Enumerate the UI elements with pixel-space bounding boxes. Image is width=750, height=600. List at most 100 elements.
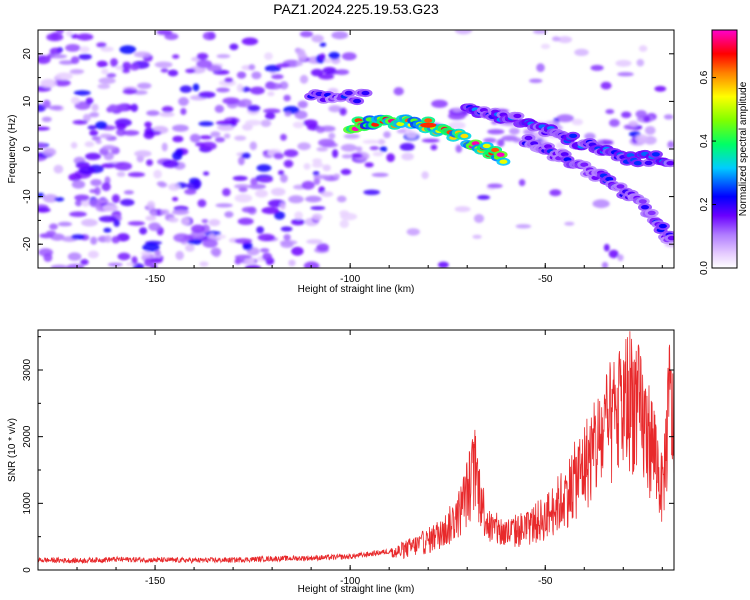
heatmap-cell [106, 73, 117, 78]
heatmap-cell [316, 146, 329, 152]
heatmap-cell [104, 235, 112, 243]
heatmap-cell [297, 142, 311, 151]
heatmap-cell [496, 152, 505, 157]
heatmap-cell [89, 198, 102, 208]
heatmap-cell [42, 99, 51, 109]
heatmap-cell [40, 78, 57, 88]
snr-panel: -150 -100 -50 0 1000 2000 3000 Height of strai… [7, 329, 675, 595]
heatmap-cell [249, 141, 257, 151]
heatmap-cell [341, 154, 353, 159]
heatmap-cell [328, 51, 341, 60]
heatmap-cell [322, 66, 337, 75]
y-tick-label: 3000 [22, 358, 33, 381]
heatmap-cell [168, 183, 181, 191]
heatmap-cell [592, 199, 610, 209]
heatmap-cell [247, 104, 261, 112]
heatmap-cell [50, 264, 68, 268]
snr-line-series [38, 331, 674, 565]
heatmap-cell [199, 135, 213, 140]
heatmap-cell [634, 134, 648, 143]
heatmap-cell [401, 152, 414, 161]
heatmap-cell [328, 105, 342, 113]
heatmap-cell [215, 137, 225, 143]
heatmap-cell [150, 263, 158, 268]
heatmap-cell [116, 128, 126, 137]
heatmap-cell [264, 64, 281, 73]
heatmap-cell [343, 133, 360, 139]
heatmap-cell [647, 210, 656, 216]
heatmap-cell [279, 81, 289, 90]
heatmap-cell [197, 199, 207, 208]
heatmap-cell [603, 243, 610, 252]
heatmap-cell [75, 199, 82, 207]
heatmap-cell [234, 258, 242, 265]
heatmap-cell [199, 261, 209, 267]
heatmap-cell [91, 103, 99, 112]
heatmap-cell [79, 46, 90, 53]
heatmap-cell [70, 96, 80, 105]
heatmap-cell [175, 250, 184, 260]
heatmap-cell [117, 252, 131, 261]
heatmap-cell [628, 120, 639, 128]
heatmap-cell [460, 133, 469, 139]
heatmap-cell [127, 172, 145, 178]
heatmap-cell [278, 170, 285, 176]
heatmap-cell [41, 116, 52, 123]
heatmap-cell [267, 91, 275, 97]
heatmap-cell [131, 256, 138, 265]
heatmap-cell [557, 36, 573, 44]
heatmap-cell [156, 181, 166, 187]
x-tick-label: -150 [145, 274, 165, 285]
heatmap-cell [89, 112, 100, 118]
heatmap-cell [248, 64, 256, 71]
heatmap-cell [291, 246, 304, 256]
heatmap-cell [454, 206, 471, 213]
heatmap-cell [454, 30, 473, 35]
heatmap-cell [316, 126, 325, 134]
heatmap-cell [421, 171, 429, 180]
heatmap-cell [146, 110, 160, 116]
heatmap-cell [641, 205, 649, 210]
heatmap-cell [70, 69, 85, 74]
snr-x-label: Height of straight line (km) [298, 584, 415, 595]
heatmap-cell [319, 42, 327, 47]
heatmap-cell [455, 144, 463, 153]
heatmap-cell [283, 234, 291, 241]
heatmap-cell [108, 104, 117, 112]
heatmap-cell [137, 82, 152, 90]
heatmap-cell [210, 247, 222, 257]
heatmap-cell [364, 162, 374, 168]
heatmap-cell [101, 182, 111, 192]
heatmap-cell [101, 68, 109, 75]
heatmap-cell [241, 37, 259, 46]
heatmap-cell [193, 179, 202, 188]
heatmap-cell [258, 176, 273, 183]
heatmap-cell [350, 153, 363, 159]
heatmap-cell [180, 108, 187, 115]
heatmap-cell [310, 68, 324, 77]
heatmap-cell [70, 142, 78, 149]
heatmap-cell [38, 126, 50, 131]
heatmap-cell [198, 91, 216, 99]
heatmap-cell [280, 174, 288, 183]
heatmap-cell [245, 119, 262, 126]
heatmap-cell [299, 30, 314, 38]
heatmap-cell [115, 123, 127, 130]
heatmap-cell [202, 31, 216, 41]
heatmap-cell [203, 171, 210, 176]
heatmap-cell [38, 142, 47, 149]
heatmap-cell [340, 144, 357, 152]
heatmap-cell [87, 250, 99, 259]
heatmap-cell [134, 150, 152, 158]
heatmap-cell [237, 217, 254, 225]
heatmap-cell [122, 61, 132, 70]
heatmap-cell [222, 97, 240, 105]
spectrogram-noise [38, 30, 674, 268]
heatmap-cell [605, 176, 614, 182]
heatmap-cell [68, 173, 82, 182]
heatmap-cell [297, 100, 308, 109]
heatmap-cell [353, 98, 362, 104]
heatmap-cell [53, 79, 71, 87]
heatmap-cell [312, 171, 320, 176]
